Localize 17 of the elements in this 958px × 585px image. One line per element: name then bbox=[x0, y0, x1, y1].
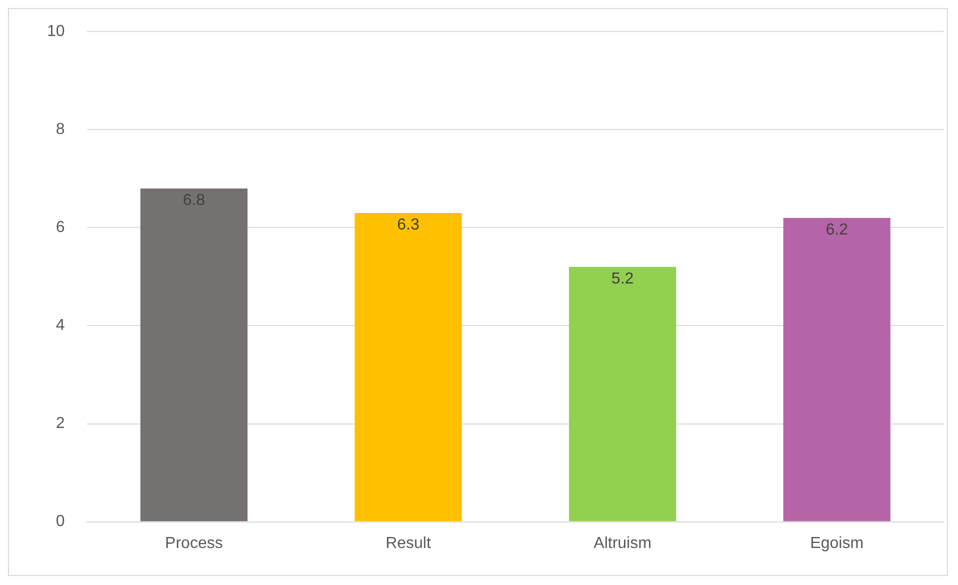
bar bbox=[783, 218, 890, 522]
bar bbox=[568, 266, 676, 522]
bar bbox=[354, 212, 462, 522]
x-tick-label: Egoism bbox=[810, 534, 864, 552]
bar bbox=[140, 188, 248, 522]
y-tick-label: 0 bbox=[56, 513, 65, 530]
y-tick-label: 10 bbox=[47, 23, 65, 40]
data-label: 6.2 bbox=[826, 221, 848, 238]
y-tick-label: 2 bbox=[56, 415, 65, 432]
x-tick-label: Process bbox=[165, 534, 223, 552]
x-tick-label: Result bbox=[386, 534, 432, 552]
y-tick-label: 6 bbox=[56, 219, 65, 236]
y-tick-label: 4 bbox=[56, 317, 65, 334]
y-tick-label: 8 bbox=[56, 121, 65, 138]
x-tick-label: Altruism bbox=[594, 534, 652, 552]
data-label: 5.2 bbox=[611, 270, 634, 288]
data-label: 6.3 bbox=[397, 216, 420, 234]
